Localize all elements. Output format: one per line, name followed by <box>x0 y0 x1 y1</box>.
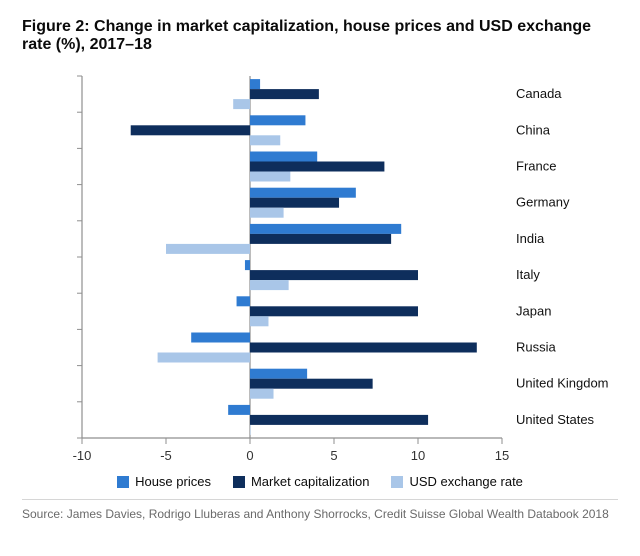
legend-swatch <box>117 476 129 488</box>
bar-market_capitalization <box>250 306 418 316</box>
bar-usd_exchange_rate <box>250 135 280 145</box>
legend-label: USD exchange rate <box>409 474 522 489</box>
x-tick-label: 10 <box>411 448 425 463</box>
bar-house_prices <box>250 224 401 234</box>
legend-swatch <box>233 476 245 488</box>
category-label: France <box>516 159 556 174</box>
category-label: China <box>516 122 551 137</box>
x-tick-label: 5 <box>330 448 337 463</box>
bar-market_capitalization <box>250 379 373 389</box>
legend-label: House prices <box>135 474 211 489</box>
source-text: Source: James Davies, Rodrigo Lluberas a… <box>22 506 618 522</box>
bar-house_prices <box>250 115 305 125</box>
bar-usd_exchange_rate <box>250 172 290 182</box>
bar-market_capitalization <box>250 89 319 99</box>
bar-market_capitalization <box>250 162 384 172</box>
bar-usd_exchange_rate <box>158 353 250 363</box>
bar-usd_exchange_rate <box>250 208 284 218</box>
legend-label: Market capitalization <box>251 474 370 489</box>
legend-swatch <box>391 476 403 488</box>
legend: House prices Market capitalization USD exc… <box>22 474 618 489</box>
legend-item-market_capitalization: Market capitalization <box>233 474 370 489</box>
bar-house_prices <box>250 79 260 89</box>
bar-chart: -10 -5 0 5 10 15 Canada China France Germany India… <box>22 68 618 468</box>
bar-usd_exchange_rate <box>250 316 268 326</box>
bar-market_capitalization <box>250 198 339 208</box>
bar-house_prices <box>250 369 307 379</box>
divider <box>22 499 618 500</box>
category-label: Canada <box>516 86 562 101</box>
chart-container: -10 -5 0 5 10 15 Canada China France Germany India… <box>22 68 618 468</box>
category-label: Germany <box>516 195 570 210</box>
category-label: Russia <box>516 340 557 355</box>
bar-market_capitalization <box>250 415 428 425</box>
bar-house_prices <box>191 333 250 343</box>
bar-market_capitalization <box>250 270 418 280</box>
bar-usd_exchange_rate <box>166 244 250 254</box>
x-tick-label: -5 <box>160 448 172 463</box>
category-label: Italy <box>516 267 540 282</box>
bar-house_prices <box>228 405 250 415</box>
legend-item-house_prices: House prices <box>117 474 211 489</box>
category-label: United States <box>516 412 595 427</box>
bar-house_prices <box>250 152 317 162</box>
bar-house_prices <box>250 188 356 198</box>
bar-market_capitalization <box>131 125 250 135</box>
legend-item-usd_exchange_rate: USD exchange rate <box>391 474 522 489</box>
bar-usd_exchange_rate <box>250 425 251 435</box>
bar-house_prices <box>237 296 250 306</box>
bar-usd_exchange_rate <box>233 99 250 109</box>
figure-title: Figure 2: Change in market capitalizatio… <box>22 18 618 54</box>
bar-market_capitalization <box>250 234 391 244</box>
x-tick-label: 0 <box>246 448 253 463</box>
category-label: India <box>516 231 545 246</box>
bar-usd_exchange_rate <box>250 389 274 399</box>
bar-house_prices <box>245 260 250 270</box>
bar-usd_exchange_rate <box>250 280 289 290</box>
bar-market_capitalization <box>250 343 477 353</box>
category-label: United Kingdom <box>516 376 609 391</box>
category-label: Japan <box>516 303 551 318</box>
x-tick-label: 15 <box>495 448 509 463</box>
x-tick-label: -10 <box>73 448 92 463</box>
